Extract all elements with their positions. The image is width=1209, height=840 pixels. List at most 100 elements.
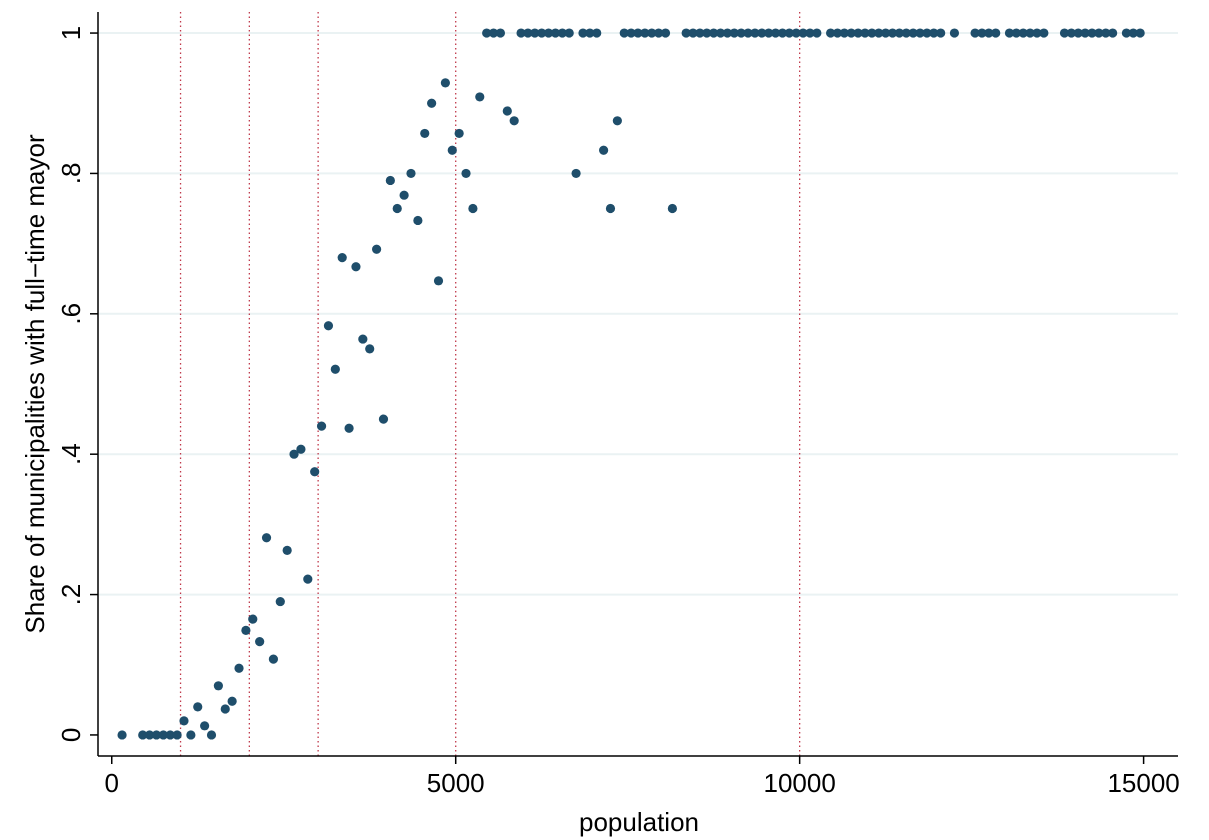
data-point-4 <box>158 730 168 740</box>
data-point-66 <box>585 28 595 38</box>
data-point-35 <box>371 244 382 254</box>
data-point-45 <box>440 78 450 88</box>
data-point-127 <box>1059 28 1070 38</box>
data-point-12 <box>213 681 223 691</box>
data-point-133 <box>1101 28 1111 38</box>
data-point-89 <box>750 28 760 38</box>
data-point-107 <box>881 28 891 38</box>
data-point-120 <box>991 28 1001 38</box>
data-point-24 <box>296 444 306 454</box>
data-point-13 <box>220 704 230 714</box>
data-point-121 <box>1004 28 1015 38</box>
data-point-41 <box>413 215 423 226</box>
data-point-81 <box>695 28 705 38</box>
data-point-128 <box>1066 28 1076 38</box>
data-point-67 <box>592 28 602 38</box>
data-point-68 <box>599 145 609 155</box>
data-point-117 <box>970 28 980 38</box>
y-axis-ticks: 0 .2 .4 .6 .8 1 <box>56 26 98 742</box>
data-point-29 <box>330 364 340 374</box>
data-point-76 <box>654 28 664 38</box>
data-point-55 <box>509 116 519 126</box>
data-point-9 <box>193 702 203 712</box>
data-point-1 <box>138 730 148 740</box>
data-point-63 <box>564 28 574 38</box>
data-point-2 <box>144 730 155 740</box>
data-point-87 <box>736 28 746 38</box>
data-point-124 <box>1025 28 1035 38</box>
data-point-111 <box>908 28 918 38</box>
data-point-126 <box>1039 28 1049 38</box>
data-point-88 <box>743 28 753 38</box>
data-point-95 <box>791 28 801 38</box>
data-point-85 <box>722 28 733 38</box>
data-point-96 <box>798 28 808 38</box>
data-point-52 <box>488 28 499 38</box>
data-point-3 <box>151 730 162 740</box>
y-tick-label-1: .2 <box>56 584 86 606</box>
data-point-74 <box>640 28 650 38</box>
data-point-14 <box>227 696 237 706</box>
data-point-28 <box>323 321 334 331</box>
data-point-79 <box>681 28 691 38</box>
data-point-50 <box>475 92 485 102</box>
data-point-7 <box>179 716 189 726</box>
data-point-94 <box>784 28 794 38</box>
axes <box>97 12 1178 757</box>
data-point-25 <box>303 574 313 584</box>
data-point-56 <box>516 28 526 38</box>
data-points <box>117 28 1145 740</box>
data-point-132 <box>1094 28 1104 38</box>
data-point-58 <box>530 28 540 38</box>
data-point-37 <box>385 175 395 186</box>
data-point-61 <box>550 28 561 38</box>
data-point-36 <box>378 414 389 424</box>
data-point-42 <box>420 128 430 139</box>
data-point-70 <box>612 116 622 126</box>
data-point-26 <box>310 467 320 477</box>
data-point-18 <box>255 636 265 647</box>
data-point-116 <box>949 28 960 38</box>
data-point-48 <box>461 168 471 179</box>
x-tick-label-2: 10000 <box>763 768 835 798</box>
data-point-78 <box>667 203 677 214</box>
data-point-15 <box>234 663 244 673</box>
data-point-86 <box>729 28 739 38</box>
data-point-57 <box>523 28 533 38</box>
data-point-129 <box>1073 28 1083 38</box>
data-point-38 <box>392 203 402 214</box>
data-point-134 <box>1108 28 1118 38</box>
data-point-51 <box>482 28 492 38</box>
data-point-19 <box>261 533 272 543</box>
data-point-0 <box>117 730 127 740</box>
data-point-5 <box>165 730 175 740</box>
y-tick-label-0: 0 <box>56 728 86 742</box>
data-point-84 <box>715 28 726 38</box>
data-point-33 <box>358 334 368 344</box>
data-point-69 <box>605 203 616 214</box>
data-point-113 <box>922 28 932 38</box>
data-point-30 <box>337 253 347 263</box>
data-point-100 <box>832 28 843 38</box>
data-point-43 <box>427 98 437 108</box>
data-point-73 <box>633 28 643 38</box>
data-point-23 <box>289 449 299 459</box>
data-point-47 <box>454 128 464 139</box>
data-point-114 <box>929 28 939 38</box>
x-tick-label-0: 0 <box>105 768 119 798</box>
y-tick-label-4: .8 <box>56 163 86 185</box>
data-point-91 <box>764 28 774 38</box>
data-point-10 <box>200 721 210 731</box>
data-point-99 <box>826 28 836 38</box>
data-point-17 <box>248 614 258 624</box>
data-point-135 <box>1121 28 1132 38</box>
data-point-31 <box>344 423 354 433</box>
data-point-98 <box>812 28 822 38</box>
data-point-20 <box>268 654 279 664</box>
data-point-102 <box>846 28 856 38</box>
data-point-136 <box>1128 28 1138 38</box>
y-tick-label-5: 1 <box>56 26 86 40</box>
y-axis-title: Share of municipalities with full−time m… <box>20 134 50 634</box>
data-point-62 <box>557 28 567 38</box>
